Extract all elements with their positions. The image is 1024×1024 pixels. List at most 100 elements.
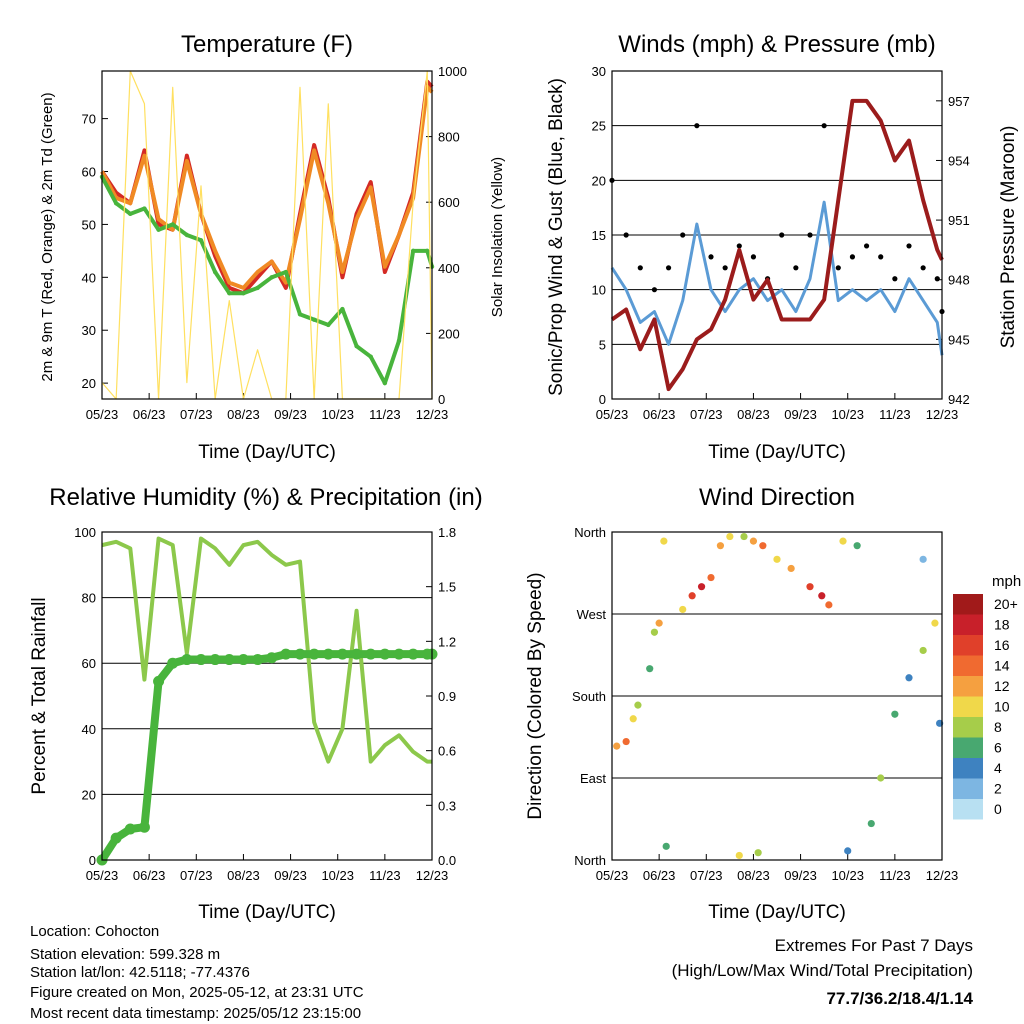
gust-point bbox=[750, 254, 757, 260]
direction-point bbox=[853, 542, 861, 550]
dewpoint-point bbox=[142, 206, 147, 211]
x-tick-label: 07/23 bbox=[180, 868, 213, 883]
station-elevation: Station elevation: 599.328 m bbox=[30, 946, 220, 963]
direction-point bbox=[806, 583, 814, 591]
y-tick-label: North bbox=[574, 853, 606, 868]
legend-swatch bbox=[953, 655, 983, 676]
winds-xlabel: Time (Day/UTC) bbox=[708, 442, 846, 463]
direction-point bbox=[688, 592, 696, 600]
direction-point bbox=[679, 605, 687, 614]
extremes-subtitle: (High/Low/Max Wind/Total Precipitation) bbox=[672, 961, 973, 980]
winds-panel: Winds (mph) & Pressure (mb) 0 5 10 15 20 25 30… bbox=[546, 31, 1019, 463]
legend-label: 4 bbox=[994, 760, 1002, 776]
temperature-ylabel: 2m & 9m T (Red, Orange) & 2m Td (Green) bbox=[39, 92, 56, 381]
legend-label: 12 bbox=[994, 678, 1010, 694]
x-tick-label: 07/23 bbox=[690, 868, 723, 883]
direction-point bbox=[825, 601, 833, 609]
dewpoint-point bbox=[410, 248, 416, 254]
y-right-tick-label: 600 bbox=[438, 195, 460, 210]
x-tick-label: 12/23 bbox=[926, 868, 959, 883]
series-line bbox=[98, 650, 432, 863]
plot-frame bbox=[101, 70, 433, 400]
series-line bbox=[100, 175, 434, 386]
precip-point bbox=[110, 832, 122, 844]
legend-label: 10 bbox=[994, 699, 1010, 715]
dewpoint-point bbox=[128, 211, 133, 217]
x-tick-label: 09/23 bbox=[784, 407, 817, 422]
temperature-plot-area: 20 30 40 50 60 70 0 200 400 600 800 1000 05/23 06/23 0… bbox=[82, 64, 467, 422]
precip-point bbox=[237, 654, 249, 666]
dewpoint-point bbox=[255, 285, 260, 291]
legend-swatch bbox=[953, 778, 983, 799]
legend-label: 14 bbox=[994, 658, 1010, 674]
y-tick-label: West bbox=[577, 607, 607, 622]
direction-point bbox=[740, 532, 748, 541]
y-tick-label: 100 bbox=[74, 525, 96, 540]
precip-point bbox=[308, 648, 320, 660]
dewpoint-point bbox=[156, 227, 161, 232]
y-tick-label: 60 bbox=[82, 165, 96, 180]
x-tick-label: 07/23 bbox=[180, 407, 213, 422]
precip-point bbox=[379, 648, 391, 660]
x-tick-label: 10/23 bbox=[831, 868, 864, 883]
direction-point bbox=[754, 849, 762, 857]
y-right-tick-label: 1.2 bbox=[438, 634, 456, 649]
gust-point bbox=[680, 232, 686, 238]
precip-point bbox=[181, 654, 193, 666]
direction-point bbox=[660, 537, 668, 545]
y-right-tick-label: 0.0 bbox=[438, 853, 456, 868]
precip-point bbox=[124, 823, 136, 835]
y-tick-label: 70 bbox=[82, 112, 96, 127]
y-right-tick-label: 1.8 bbox=[438, 525, 456, 540]
x-tick-label: 06/23 bbox=[643, 868, 676, 883]
y-tick-label: 10 bbox=[592, 283, 606, 298]
x-tick-label: 10/23 bbox=[831, 407, 864, 422]
direction-point bbox=[867, 819, 875, 828]
direction-point bbox=[655, 619, 663, 627]
y-tick-label: 15 bbox=[592, 228, 606, 243]
y-tick-label: 0 bbox=[599, 392, 606, 407]
y-right-tick-label: 0 bbox=[438, 392, 445, 407]
dewpoint-point bbox=[340, 306, 345, 312]
precip-point bbox=[322, 648, 334, 660]
dewpoint-point bbox=[170, 222, 175, 227]
legend-swatch bbox=[953, 799, 983, 820]
y-right-tick-label: 957 bbox=[948, 94, 970, 109]
wind-direction-ylabel: Direction (Colored By Speed) bbox=[525, 572, 546, 819]
direction-point bbox=[646, 665, 654, 673]
y-right-tick-label: 0.6 bbox=[438, 744, 456, 759]
direction-point bbox=[905, 674, 913, 682]
y-tick-label: 5 bbox=[599, 337, 606, 352]
legend-swatch bbox=[953, 737, 983, 758]
direction-point bbox=[634, 701, 642, 709]
gust-point bbox=[722, 265, 728, 271]
legend-swatch bbox=[953, 696, 983, 717]
x-tick-label: 06/23 bbox=[133, 868, 166, 883]
dewpoint-point bbox=[311, 317, 317, 322]
humidity-title: Relative Humidity (%) & Precipitation (i… bbox=[49, 484, 482, 511]
x-tick-label: 08/23 bbox=[737, 407, 770, 422]
direction-point bbox=[613, 742, 621, 750]
x-tick-label: 07/23 bbox=[690, 407, 723, 422]
humidity-xlabel: Time (Day/UTC) bbox=[198, 902, 336, 923]
x-tick-label: 06/23 bbox=[133, 407, 166, 422]
y-tick-label: 80 bbox=[82, 591, 96, 606]
y-tick-label: 40 bbox=[82, 722, 96, 737]
direction-point bbox=[891, 710, 899, 718]
legend-label: 6 bbox=[994, 740, 1002, 756]
x-tick-label: 09/23 bbox=[784, 868, 817, 883]
direction-point bbox=[844, 847, 852, 855]
x-tick-label: 12/23 bbox=[926, 407, 959, 422]
direction-point bbox=[919, 646, 927, 655]
legend-label: 16 bbox=[994, 637, 1010, 653]
x-tick-label: 08/23 bbox=[737, 868, 770, 883]
precip-point bbox=[252, 654, 264, 666]
gust-point bbox=[651, 287, 658, 293]
direction-point bbox=[931, 619, 939, 627]
gust-point bbox=[863, 243, 870, 249]
precip-point bbox=[393, 648, 405, 660]
gust-point bbox=[835, 265, 841, 271]
series-line bbox=[101, 70, 433, 400]
